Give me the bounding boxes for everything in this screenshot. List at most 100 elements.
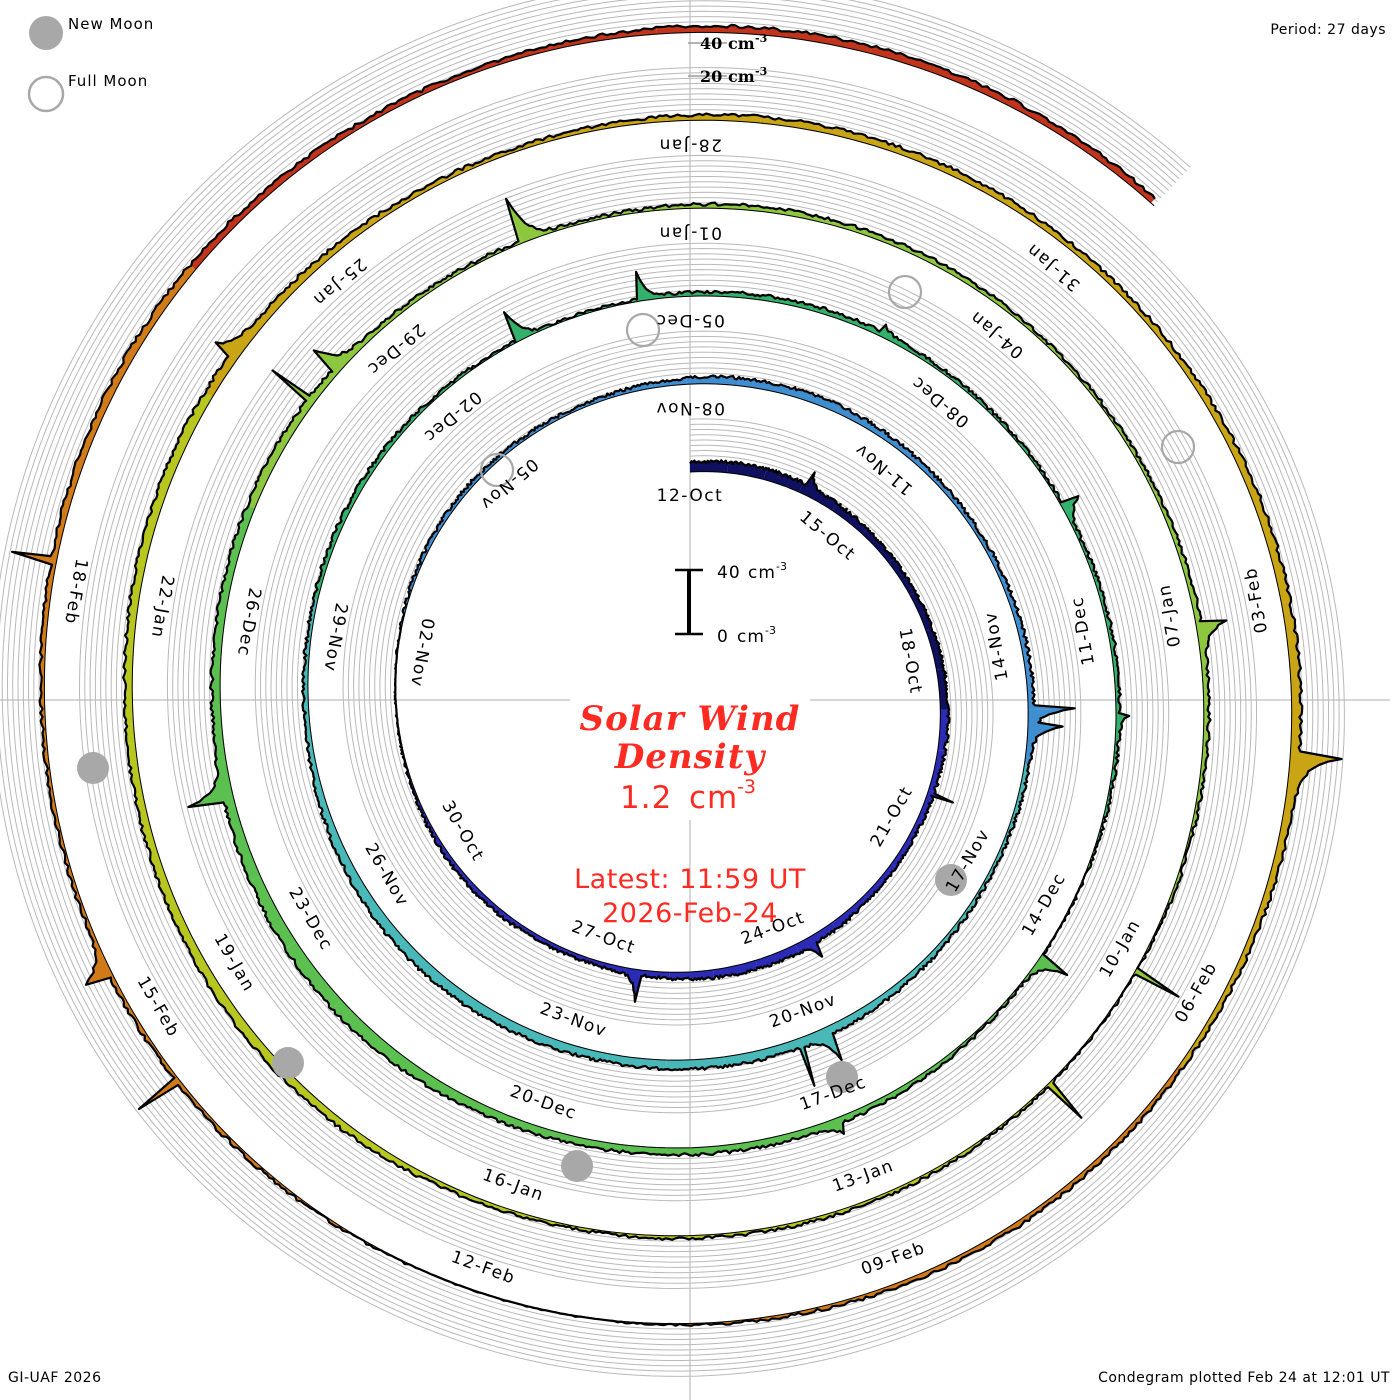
date-label: 14-Nov (981, 610, 1013, 682)
trace-fill-segment (215, 992, 279, 1069)
trace-fill-segment (724, 1044, 783, 1067)
trace-fill-segment (763, 468, 803, 493)
trace-fill-segment (962, 868, 994, 920)
radial-gridline (0, 0, 1340, 1372)
trace-fill-segment (451, 1091, 524, 1129)
trace-fill-segment (549, 1038, 609, 1062)
trace-fill-segment (832, 504, 869, 534)
new-moon-icon (29, 16, 63, 50)
trace-fill-segment (448, 44, 551, 83)
trace-fill-segment (873, 324, 933, 366)
trace-fill-segment (617, 271, 682, 306)
plotted-note: Condegram plotted Feb 24 at 12:01 UT (1098, 1370, 1390, 1386)
trace-fill-segment (313, 782, 341, 843)
trace-fill-segment (923, 467, 963, 510)
trace-fill-segment (248, 876, 297, 949)
full-moon-marker (1160, 429, 1196, 465)
trace-fill-segment (852, 133, 944, 171)
trace-fill-segment (833, 994, 886, 1031)
trace-fill-segment (126, 743, 152, 834)
trace-fill-segment (466, 881, 505, 917)
trace-fill-segment (811, 305, 876, 333)
scale-bar: 40 cm -3 0 cm -3 (675, 560, 787, 647)
trace-fill-segment (1024, 709, 1064, 765)
trace-fill-segment (360, 892, 406, 947)
axis-label-40-exp: -3 (755, 32, 767, 45)
trace-fill-segment (339, 1121, 417, 1175)
date-label: 02-Dec (419, 387, 485, 447)
date-label: 03-Feb (1241, 565, 1272, 634)
scale-bar-bottom-exp: -3 (765, 624, 776, 637)
trace-fill-segment (388, 1050, 457, 1100)
trace-fill-segment (248, 435, 290, 509)
trace-fill-segment (888, 558, 916, 596)
trace-fill-segment (303, 598, 318, 661)
trace-fill-segment (331, 481, 365, 541)
trace-fill-segment (163, 392, 213, 479)
trace-fill-segment (212, 579, 232, 657)
trace-fill-segment (957, 1204, 1044, 1262)
new-moon-marker (272, 1047, 304, 1079)
trace-fill-segment (958, 507, 993, 555)
moon-markers (77, 274, 1196, 1182)
date-label: 05-Nov (475, 454, 541, 514)
trace-fill-segment (1009, 601, 1030, 656)
trace-fill-segment (413, 1169, 496, 1209)
trace-fill-segment (493, 1013, 553, 1046)
trace-fill-segment (442, 980, 499, 1022)
axis-label-20-unit: cm (728, 67, 755, 86)
radial-gridline (0, 0, 1345, 1377)
trace-fill-segment (1067, 134, 1155, 203)
trace-fill-segment (1255, 507, 1292, 603)
trace-fill-segment (780, 1023, 842, 1086)
date-label: 05-Dec (655, 310, 725, 330)
trace-fill-segment (225, 805, 261, 882)
trace-fill-segment (862, 528, 895, 563)
trace-fill-segment (891, 827, 918, 868)
zero-baseline (43, 31, 1293, 1325)
legend-label-new-moon: New Moon (68, 15, 155, 33)
trace-fill-segment (713, 960, 758, 979)
trace-fill-segment (882, 433, 927, 471)
trace-fill-segment (832, 220, 910, 253)
trace-fill-segment (506, 198, 598, 244)
trace-fill-segment (940, 164, 1027, 216)
center-value-exp: -3 (737, 776, 756, 798)
trace-fill-segment (359, 431, 402, 485)
center-title-line2: Density (614, 737, 767, 777)
axis-label-20-exp: -3 (755, 65, 767, 78)
center-title-line1: Solar Wind (580, 699, 801, 739)
trace-fill-segment (331, 1000, 396, 1060)
trace-fill-segment (835, 1179, 917, 1215)
center-latest-date: 2026-Feb-24 (602, 898, 778, 929)
credit-note: GI-UAF 2026 (8, 1370, 102, 1386)
date-label: 16-Jan (480, 1165, 547, 1206)
trace-fill-segment (437, 488, 469, 531)
trace-fill-segment (224, 505, 255, 582)
axis-label-40-unit: cm (728, 34, 755, 53)
trace-fill-segment (214, 1124, 293, 1195)
date-label: 28-Jan (658, 134, 722, 154)
trace-fill-segment (1140, 466, 1180, 543)
trace-fill-segment (326, 199, 405, 259)
trace-fill-segment (188, 731, 236, 808)
trace-fill-segment (127, 265, 196, 356)
trace-fill-segment (143, 831, 182, 919)
scale-bar-top-unit: cm (748, 563, 776, 583)
trace-fill-segment (587, 385, 637, 406)
trace-fill-segment (353, 80, 450, 132)
trace-fill-segment (39, 652, 49, 757)
axis-label-40-value: 40 (700, 34, 722, 53)
trace-fill-segment (542, 401, 589, 428)
legend-label-full-moon: Full Moon (68, 72, 149, 90)
trace-fill-segment (191, 189, 270, 270)
trace-fill-segment (755, 944, 800, 969)
trace-fill-segment (1216, 419, 1263, 510)
new-moon-marker (826, 1061, 858, 1093)
date-label: 02-Nov (406, 617, 438, 689)
trace-fill-segment (870, 46, 976, 89)
trace-fill-segment (991, 817, 1017, 870)
trace-fill-segment (1265, 795, 1295, 892)
